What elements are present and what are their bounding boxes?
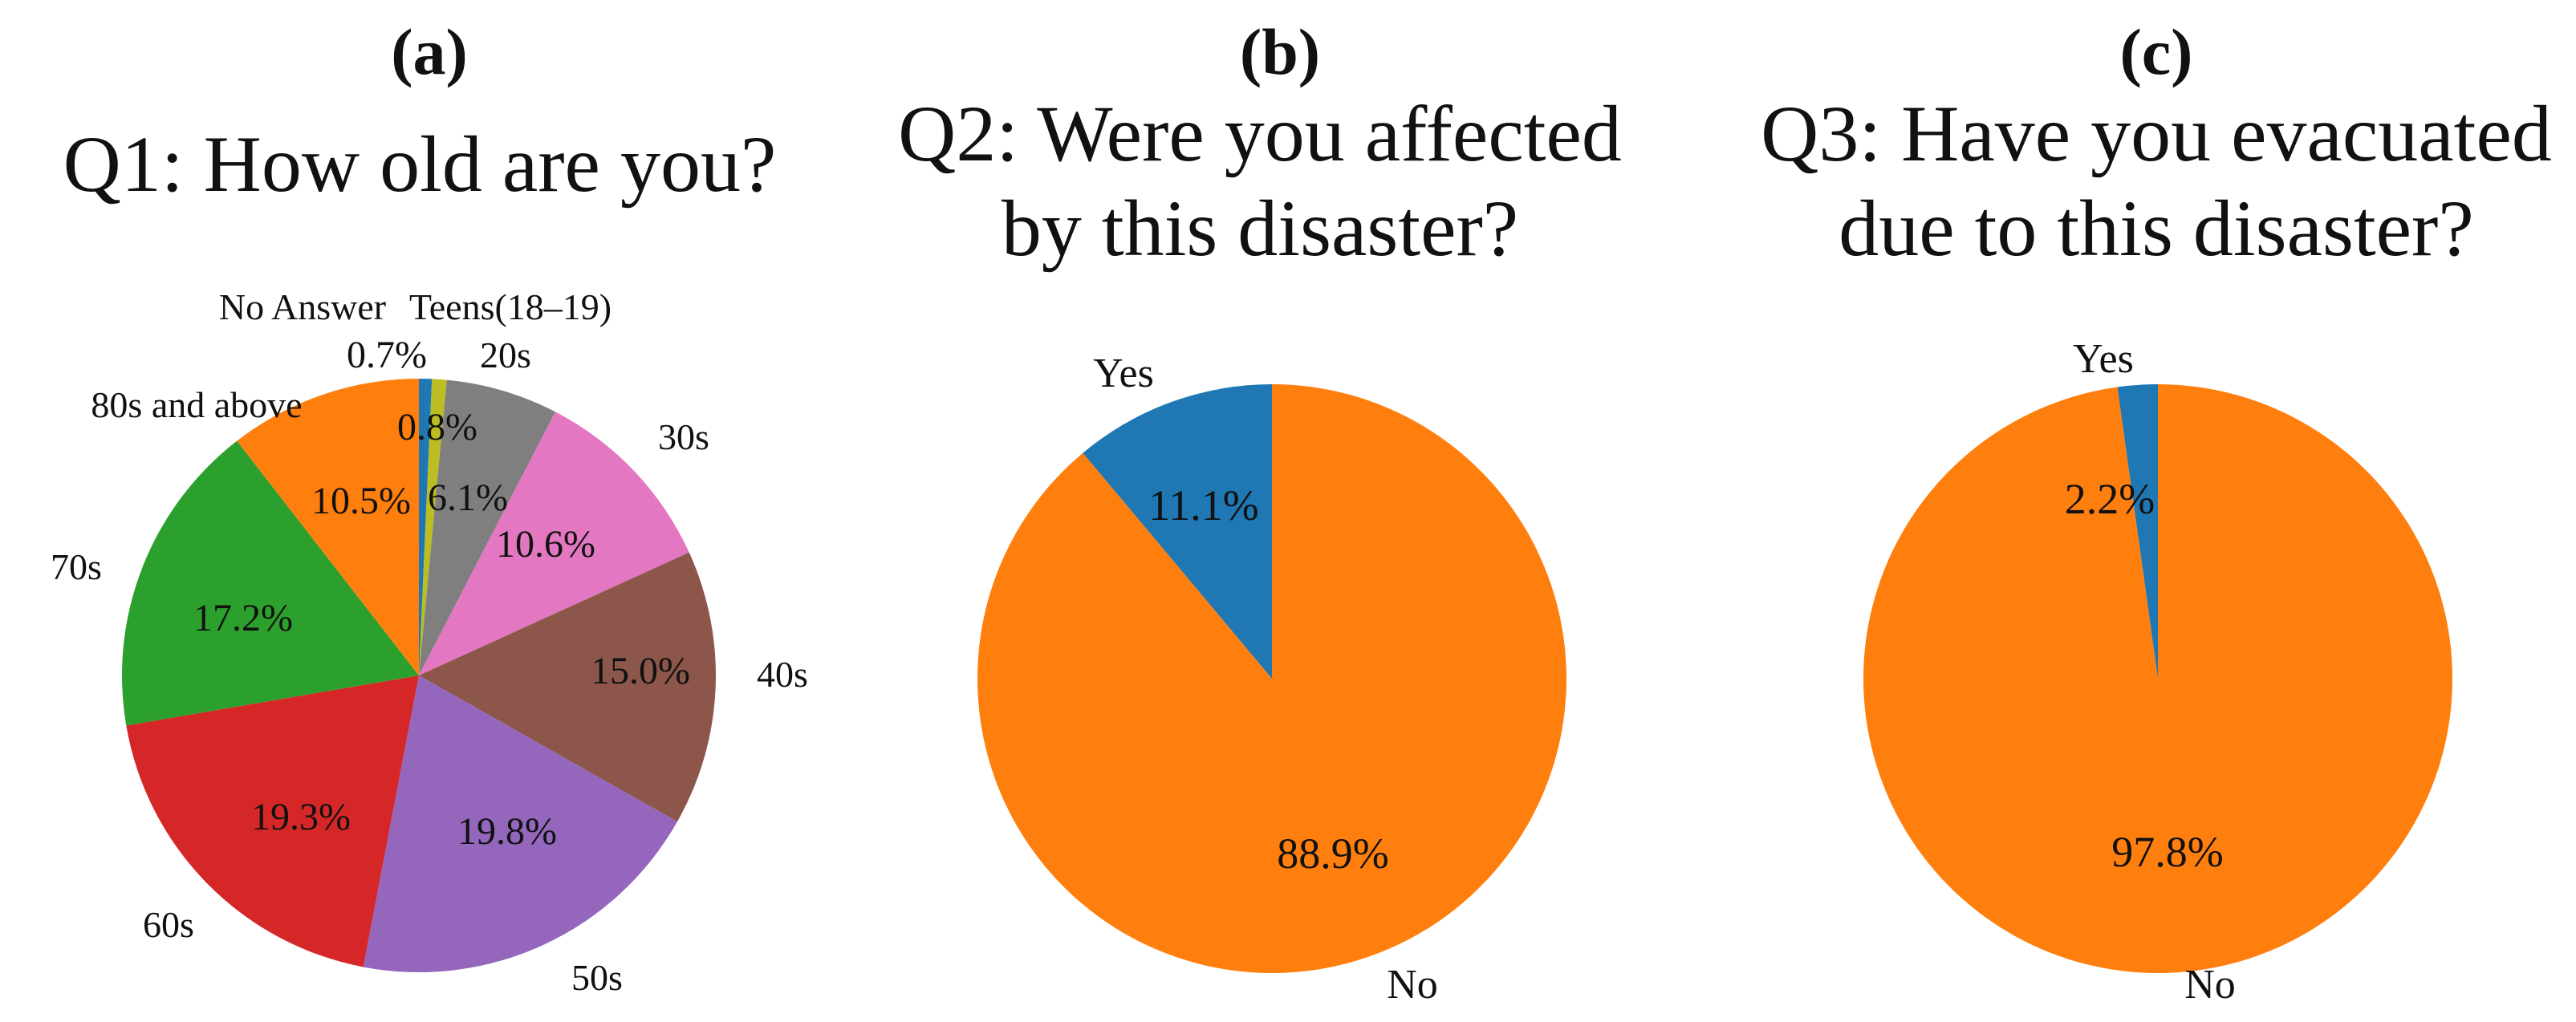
pct-label-yes: 11.1% xyxy=(1148,481,1258,529)
pct-label-60s: 19.3% xyxy=(251,796,351,838)
category-label-no-answer: No Answer xyxy=(219,286,386,327)
pct-label-teens-18-19: 0.8% xyxy=(397,406,477,448)
pct-label-no-answer: 0.7% xyxy=(347,334,427,376)
panel-c-title-line-2: due to this disaster? xyxy=(1839,184,2474,273)
slice-70s xyxy=(122,440,419,726)
panel-b-letter: (b) xyxy=(1240,15,1320,88)
category-label-50s: 50s xyxy=(571,957,623,998)
pct-label-80s-and-above: 10.5% xyxy=(311,480,411,522)
category-label-40s: 40s xyxy=(757,654,808,695)
slice-80s-and-above xyxy=(237,379,419,675)
pie-a: 0.7% No Answer 0.8% Teens(18–19) 6.1% 20s 10.6… xyxy=(51,286,808,998)
pct-label-yes: 2.2% xyxy=(2065,475,2155,523)
pct-label-30s: 10.6% xyxy=(496,523,595,566)
panel-b-title-line-1: Q2: Were you affected xyxy=(898,89,1622,178)
pct-label-20s: 6.1% xyxy=(428,477,508,519)
slice-no xyxy=(1863,384,2453,973)
slice-yes xyxy=(2117,384,2158,679)
panel-c: (c) Q3: Have you evacuated due to this d… xyxy=(1761,15,2552,1008)
panel-b-title-line-2: by this disaster? xyxy=(1002,184,1518,273)
category-label-no: No xyxy=(2184,962,2236,1008)
panel-a-letter: (a) xyxy=(391,15,468,88)
category-label-60s: 60s xyxy=(143,904,194,945)
pct-label-70s: 17.2% xyxy=(193,597,293,639)
slice-60s xyxy=(126,675,419,967)
category-label-yes: Yes xyxy=(1093,351,1154,396)
slice-20s xyxy=(419,379,556,675)
pct-label-no: 97.8% xyxy=(2111,828,2223,876)
category-label-yes: Yes xyxy=(2073,336,2134,382)
panel-a: (a) Q1: How old are you? 0.7%No Answer0.… xyxy=(51,15,808,998)
category-label-teens-18-19: Teens(18–19) xyxy=(409,286,611,327)
slice-40s xyxy=(419,552,717,822)
panel-b: (b) Q2: Were you affected by this disast… xyxy=(898,15,1622,1008)
pie-b: 11.1% Yes 88.9% No xyxy=(977,351,1567,1008)
pct-label-40s: 15.0% xyxy=(591,650,690,692)
slice-no-answer xyxy=(419,379,433,675)
category-label-20s: 20s xyxy=(480,335,531,375)
panel-c-letter: (c) xyxy=(2119,15,2192,88)
category-label-70s: 70s xyxy=(51,546,102,587)
slice-30s xyxy=(419,412,689,675)
pie-c: 2.2% Yes 97.8% No xyxy=(1863,336,2453,1008)
pct-label-50s: 19.8% xyxy=(457,810,557,853)
slice-yes xyxy=(1083,384,1272,679)
panel-a-title: Q1: How old are you? xyxy=(63,120,777,209)
pct-label-no: 88.9% xyxy=(1277,829,1388,878)
panel-c-title-line-1: Q3: Have you evacuated xyxy=(1761,89,2552,178)
category-label-30s: 30s xyxy=(658,416,709,457)
slice-50s xyxy=(363,675,677,972)
slice-no xyxy=(977,384,1567,973)
slice-teens-18-19 xyxy=(419,379,447,675)
category-label-no: No xyxy=(1387,962,1438,1008)
category-label-80s-and-above: 80s and above xyxy=(91,384,302,425)
